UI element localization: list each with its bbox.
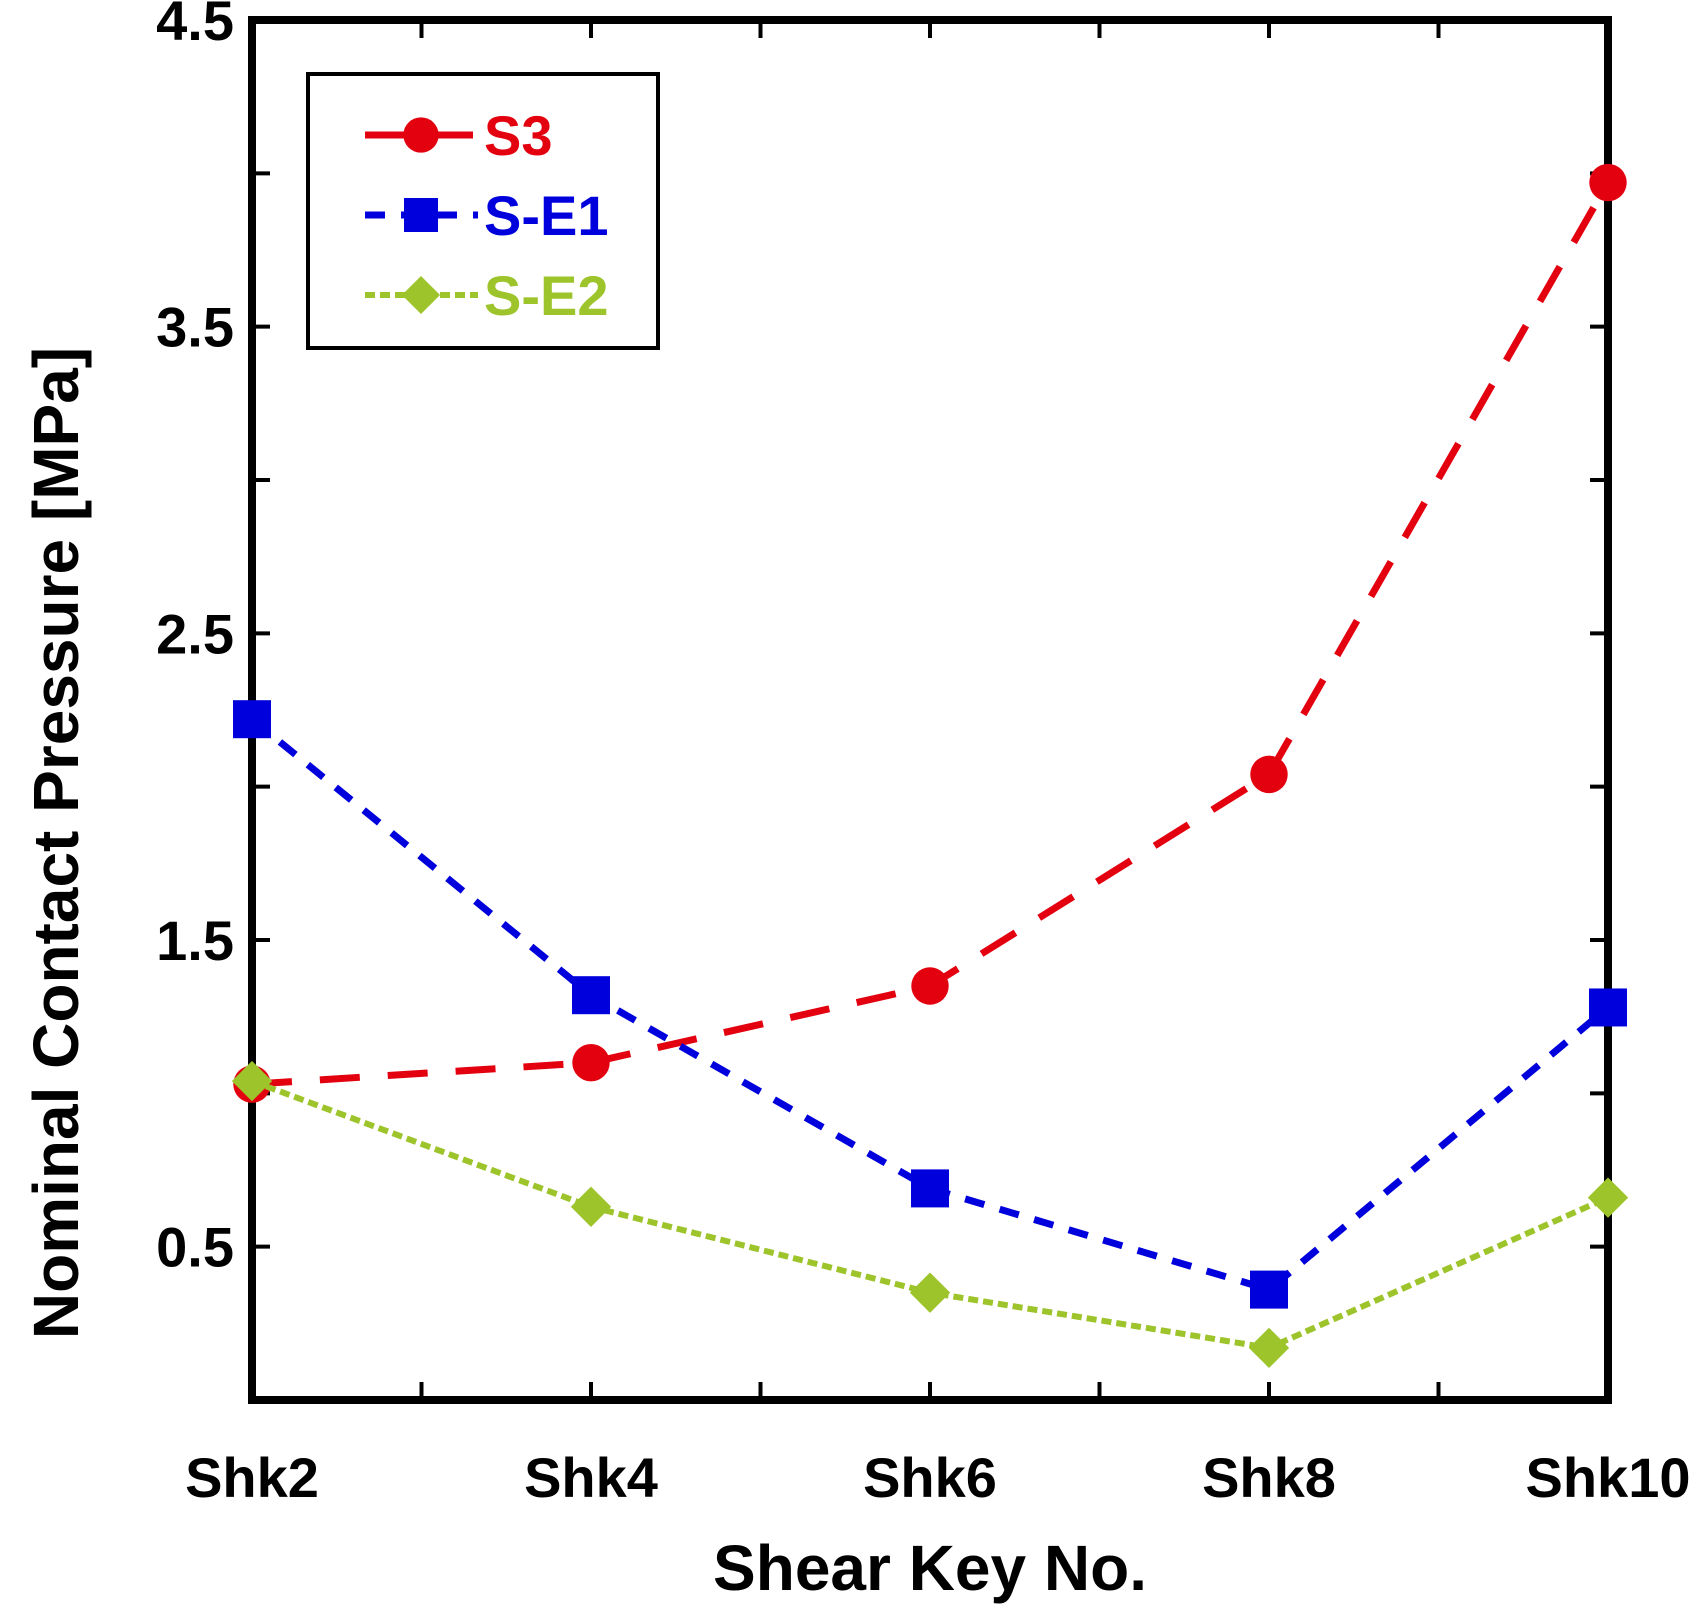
marker-diamond xyxy=(909,1272,951,1313)
marker-square xyxy=(572,976,610,1015)
legend-label: S-E1 xyxy=(484,184,609,247)
marker-diamond xyxy=(1587,1177,1629,1218)
marker-square xyxy=(1250,1270,1288,1309)
x-tick-label: Shk8 xyxy=(1202,1446,1336,1509)
axis-ticks xyxy=(250,18,1610,1400)
x-tick-label: Shk6 xyxy=(863,1446,997,1509)
marker-diamond xyxy=(570,1186,612,1227)
legend: S3 S-E1 S-E2 xyxy=(306,72,660,350)
marker-square xyxy=(911,1169,949,1208)
x-tick-labels: Shk2 Shk4 Shk6 Shk8 Shk10 xyxy=(185,1446,1690,1509)
marker-circle xyxy=(911,967,949,1005)
legend-entry-s-e2: S-E2 xyxy=(365,264,609,327)
marker-circle xyxy=(1589,163,1627,202)
legend-entry-s-e1: S-E1 xyxy=(365,184,609,247)
marker-diamond xyxy=(401,275,441,315)
series-layer xyxy=(231,163,1629,1369)
y-tick-label: 1.5 xyxy=(156,909,234,972)
x-tick-label: Shk4 xyxy=(524,1446,658,1509)
series-s-e2 xyxy=(231,1060,1629,1369)
legend-label: S3 xyxy=(484,104,553,167)
y-tick-label: 4.5 xyxy=(156,0,234,52)
y-tick-label: 2.5 xyxy=(156,602,234,665)
y-tick-label: 3.5 xyxy=(156,296,234,359)
series-s-e1 xyxy=(233,700,1627,1309)
y-tick-label: 0.5 xyxy=(156,1216,234,1279)
series-line xyxy=(249,716,1611,1294)
marker-square xyxy=(1589,988,1627,1027)
marker-circle xyxy=(1250,755,1288,794)
marker-circle xyxy=(572,1043,610,1082)
marker-diamond xyxy=(1248,1327,1290,1369)
x-tick-label: Shk2 xyxy=(185,1446,319,1509)
y-axis-title: Nominal Contact Pressure [MPa] xyxy=(20,347,92,1339)
x-axis-title: Shear Key No. xyxy=(713,1532,1147,1604)
marker-square xyxy=(233,700,271,739)
y-tick-labels: 0.5 1.5 2.5 3.5 4.5 xyxy=(156,0,234,1279)
marker-square xyxy=(404,198,438,232)
marker-circle xyxy=(403,117,439,153)
marker-diamond xyxy=(231,1060,273,1102)
legend-box xyxy=(306,72,660,350)
x-tick-label: Shk10 xyxy=(1526,1446,1691,1509)
legend-entry-s3: S3 xyxy=(365,104,553,167)
legend-label: S-E2 xyxy=(484,264,609,327)
